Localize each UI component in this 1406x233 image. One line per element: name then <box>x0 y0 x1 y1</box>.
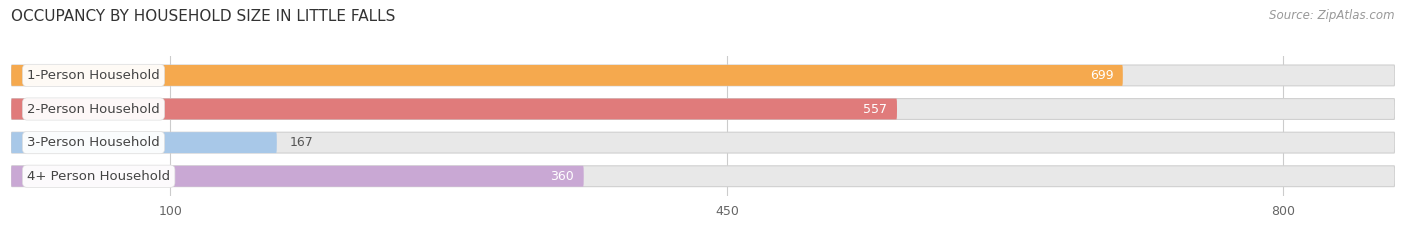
Text: 167: 167 <box>290 136 314 149</box>
Text: 557: 557 <box>863 103 887 116</box>
Text: Source: ZipAtlas.com: Source: ZipAtlas.com <box>1270 9 1395 22</box>
FancyBboxPatch shape <box>11 132 1395 153</box>
FancyBboxPatch shape <box>11 166 1395 187</box>
Text: 4+ Person Household: 4+ Person Household <box>27 170 170 183</box>
FancyBboxPatch shape <box>11 65 1395 86</box>
Text: 3-Person Household: 3-Person Household <box>27 136 160 149</box>
Text: 699: 699 <box>1090 69 1114 82</box>
FancyBboxPatch shape <box>11 166 583 187</box>
FancyBboxPatch shape <box>11 99 897 120</box>
Text: 360: 360 <box>550 170 574 183</box>
FancyBboxPatch shape <box>11 132 277 153</box>
FancyBboxPatch shape <box>11 65 1123 86</box>
Text: OCCUPANCY BY HOUSEHOLD SIZE IN LITTLE FALLS: OCCUPANCY BY HOUSEHOLD SIZE IN LITTLE FA… <box>11 9 395 24</box>
Text: 2-Person Household: 2-Person Household <box>27 103 160 116</box>
FancyBboxPatch shape <box>11 99 1395 120</box>
Text: 1-Person Household: 1-Person Household <box>27 69 160 82</box>
